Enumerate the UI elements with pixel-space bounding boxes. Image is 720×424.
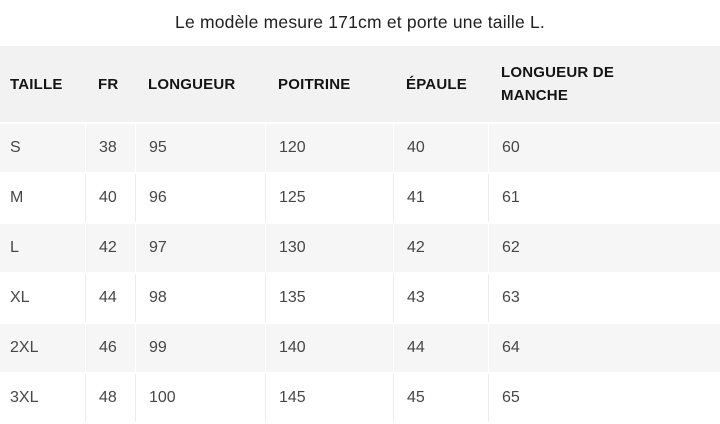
- cell-longueur-de-manche: 60: [488, 124, 720, 172]
- cell-epaule: 42: [393, 224, 488, 272]
- cell-epaule: 44: [393, 324, 488, 372]
- cell-longueur-de-manche: 61: [488, 174, 720, 222]
- table-row-m: M 40 96 125 41 61: [0, 174, 720, 222]
- cell-fr: 38: [85, 124, 135, 172]
- cell-poitrine: 135: [265, 274, 393, 322]
- cell-longueur: 100: [135, 374, 265, 422]
- cell-taille: S: [0, 124, 85, 172]
- cell-longueur: 98: [135, 274, 265, 322]
- table-row-2xl: 2XL 46 99 140 44 64: [0, 324, 720, 372]
- column-header-fr: FR: [85, 46, 135, 122]
- size-chart-table: TAILLE FR LONGUEUR POITRINE ÉPAULE LONGU…: [0, 44, 720, 424]
- table-row-l: L 42 97 130 42 62: [0, 224, 720, 272]
- cell-taille: XL: [0, 274, 85, 322]
- cell-longueur-de-manche: 63: [488, 274, 720, 322]
- cell-longueur: 96: [135, 174, 265, 222]
- cell-longueur: 99: [135, 324, 265, 372]
- cell-epaule: 43: [393, 274, 488, 322]
- cell-fr: 42: [85, 224, 135, 272]
- cell-longueur-de-manche: 65: [488, 374, 720, 422]
- column-header-longueur: LONGUEUR: [135, 46, 265, 122]
- column-header-epaule: ÉPAULE: [393, 46, 488, 122]
- cell-epaule: 45: [393, 374, 488, 422]
- cell-fr: 48: [85, 374, 135, 422]
- table-row-3xl: 3XL 48 100 145 45 65: [0, 374, 720, 422]
- cell-poitrine: 120: [265, 124, 393, 172]
- table-row-xl: XL 44 98 135 43 63: [0, 274, 720, 322]
- cell-taille: 3XL: [0, 374, 85, 422]
- cell-poitrine: 130: [265, 224, 393, 272]
- cell-poitrine: 140: [265, 324, 393, 372]
- cell-taille: L: [0, 224, 85, 272]
- cell-fr: 40: [85, 174, 135, 222]
- cell-fr: 46: [85, 324, 135, 372]
- table-header-row: TAILLE FR LONGUEUR POITRINE ÉPAULE LONGU…: [0, 46, 720, 122]
- cell-longueur: 95: [135, 124, 265, 172]
- cell-taille: 2XL: [0, 324, 85, 372]
- table-row-s: S 38 95 120 40 60: [0, 124, 720, 172]
- cell-taille: M: [0, 174, 85, 222]
- cell-longueur: 97: [135, 224, 265, 272]
- cell-poitrine: 125: [265, 174, 393, 222]
- cell-fr: 44: [85, 274, 135, 322]
- column-header-taille: TAILLE: [0, 46, 85, 122]
- column-header-poitrine: POITRINE: [265, 46, 393, 122]
- cell-longueur-de-manche: 62: [488, 224, 720, 272]
- page-title: Le modèle mesure 171cm et porte une tail…: [175, 11, 545, 32]
- cell-epaule: 40: [393, 124, 488, 172]
- cell-longueur-de-manche: 64: [488, 324, 720, 372]
- cell-poitrine: 145: [265, 374, 393, 422]
- cell-epaule: 41: [393, 174, 488, 222]
- column-header-longueur-de-manche: LONGUEUR DE MANCHE: [488, 46, 720, 122]
